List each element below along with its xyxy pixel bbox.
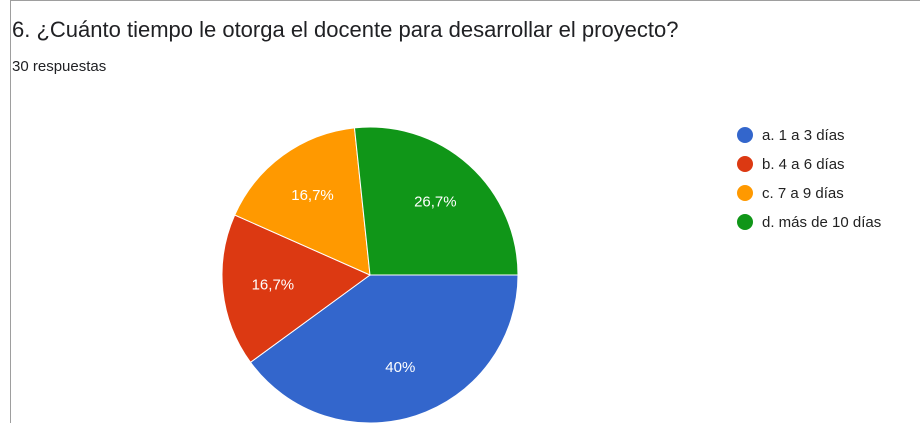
- slice-label: 16,7%: [291, 187, 334, 204]
- pie-slice: [234, 127, 371, 276]
- slice-label: 26,7%: [414, 193, 457, 210]
- pie-slice: [353, 126, 519, 276]
- legend-label: b. 4 a 6 días: [762, 156, 845, 173]
- legend-label: d. más de 10 días: [762, 214, 881, 231]
- legend-swatch: [737, 127, 753, 143]
- pie-slice: [221, 214, 371, 363]
- chart-title: 6. ¿Cuánto tiempo le otorga el docente p…: [12, 17, 679, 42]
- legend-swatch: [737, 214, 753, 230]
- legend-swatch: [737, 185, 753, 201]
- legend-label: a. 1 a 3 días: [762, 127, 845, 144]
- legend-label: c. 7 a 9 días: [762, 185, 844, 202]
- chart-subtitle: 30 respuestas: [12, 58, 106, 75]
- slice-label: 16,7%: [252, 276, 295, 293]
- legend-swatch: [737, 156, 753, 172]
- slice-label: 40%: [385, 359, 415, 376]
- pie-slice: [249, 274, 519, 423]
